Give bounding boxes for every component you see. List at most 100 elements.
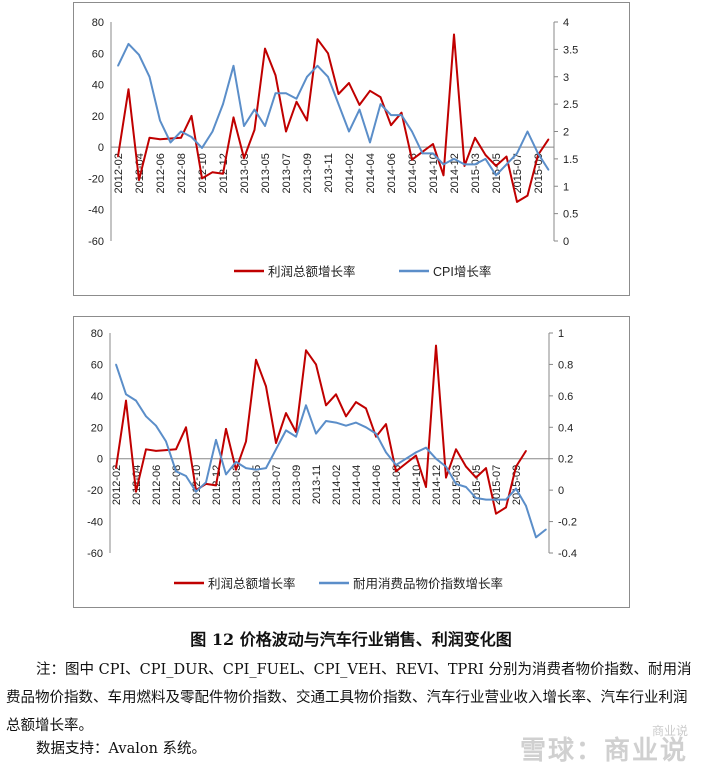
data-point bbox=[405, 462, 407, 465]
data-point bbox=[274, 92, 277, 94]
data-point bbox=[115, 363, 117, 366]
data-point bbox=[125, 393, 127, 396]
data-point bbox=[395, 464, 397, 466]
x-tick-label: 2013-03 bbox=[231, 465, 243, 505]
data-point bbox=[222, 172, 224, 175]
data-point bbox=[225, 473, 227, 476]
data-point bbox=[495, 512, 497, 515]
data-point bbox=[305, 404, 307, 407]
data-point bbox=[411, 158, 413, 161]
data-point bbox=[421, 152, 424, 155]
x-tick-label: 2013-11 bbox=[323, 153, 335, 193]
y2-tick-label: -0.4 bbox=[558, 548, 577, 560]
data-point bbox=[505, 506, 507, 509]
x-tick-label: 2013-11 bbox=[311, 465, 323, 505]
y-tick-label: -60 bbox=[88, 236, 104, 248]
data-point bbox=[442, 174, 445, 177]
data-point bbox=[537, 152, 539, 155]
data-point bbox=[232, 116, 235, 119]
data-point bbox=[265, 467, 267, 469]
y2-tick-label: 0 bbox=[563, 236, 569, 248]
data-point bbox=[465, 465, 467, 468]
data-point bbox=[505, 498, 507, 501]
x-tick-label: 2012-08 bbox=[171, 465, 183, 505]
series-line-blue bbox=[117, 42, 550, 177]
series-line-red bbox=[117, 33, 550, 203]
watermark-small: 商业说 bbox=[651, 724, 688, 738]
x-tick-label: 2012-02 bbox=[113, 153, 125, 193]
data-point bbox=[526, 194, 529, 197]
data-point bbox=[305, 349, 307, 352]
data-point bbox=[265, 385, 267, 388]
y-tick-label: 80 bbox=[91, 328, 103, 340]
data-point bbox=[125, 399, 127, 402]
series-line-red bbox=[115, 344, 527, 515]
x-tick-label: 2014-10 bbox=[428, 153, 440, 193]
data-point bbox=[275, 448, 277, 451]
x-tick-label: 2012-06 bbox=[155, 153, 167, 193]
data-point bbox=[395, 470, 397, 473]
y-tick-label: 60 bbox=[91, 359, 103, 371]
data-point bbox=[485, 498, 487, 501]
data-point bbox=[325, 420, 327, 422]
data-point bbox=[115, 467, 117, 469]
data-point bbox=[135, 490, 137, 493]
data-point bbox=[175, 470, 177, 473]
data-point bbox=[201, 177, 203, 180]
y-tick-label: 40 bbox=[92, 80, 104, 92]
data-point bbox=[505, 155, 508, 158]
y-tick-label: 40 bbox=[91, 391, 103, 403]
data-point bbox=[127, 43, 130, 45]
data-point bbox=[145, 448, 147, 451]
chart-durable-profit: 80 60 40 20 0 -20 -40 -60 1 0.8 0.6 0.4 0.2 0 -0.2 -0.4… bbox=[73, 316, 630, 608]
x-tick-label: 2014-08 bbox=[391, 465, 403, 505]
data-point bbox=[337, 93, 340, 95]
data-point bbox=[515, 465, 517, 468]
data-point bbox=[148, 136, 151, 139]
y-tick-label: 0 bbox=[97, 454, 103, 466]
data-point bbox=[453, 158, 455, 160]
x-tick-label: 2013-05 bbox=[251, 465, 263, 505]
y2-tick-label: 4 bbox=[563, 17, 569, 29]
data-point bbox=[180, 136, 182, 139]
data-point bbox=[475, 497, 477, 499]
data-point bbox=[345, 415, 347, 418]
data-point bbox=[253, 108, 256, 111]
data-point bbox=[295, 435, 297, 438]
data-point bbox=[243, 125, 245, 127]
data-point bbox=[369, 90, 371, 92]
data-point bbox=[175, 448, 177, 451]
y2-tick-label: -0.2 bbox=[558, 517, 577, 529]
y-tick-label: -40 bbox=[87, 517, 103, 529]
data-point bbox=[335, 393, 337, 396]
data-source: 数据支持：Avalon 系统。 bbox=[36, 741, 207, 757]
data-point bbox=[355, 401, 357, 403]
data-point bbox=[425, 486, 427, 488]
data-point bbox=[195, 490, 197, 493]
x-tick-label: 2013-07 bbox=[281, 153, 293, 193]
x-tick-label: 2014-02 bbox=[344, 153, 356, 193]
x-tick-label: 2014-04 bbox=[351, 465, 363, 505]
data-point bbox=[345, 424, 347, 427]
x-tick-label: 2014-12 bbox=[431, 465, 443, 505]
data-point bbox=[415, 454, 417, 457]
data-point bbox=[495, 498, 497, 501]
y-tick-label: -20 bbox=[88, 173, 104, 185]
data-point bbox=[516, 152, 518, 155]
data-point bbox=[285, 429, 287, 432]
data-point bbox=[264, 47, 266, 50]
data-point bbox=[385, 451, 387, 454]
y-tick-label: -60 bbox=[87, 548, 103, 560]
x-tick-label: 2012-08 bbox=[176, 153, 188, 193]
data-point bbox=[243, 157, 245, 159]
data-point bbox=[127, 88, 130, 91]
y2-tick-label: 0.6 bbox=[558, 391, 573, 403]
data-point bbox=[485, 467, 487, 469]
y2-tick-label: 3.5 bbox=[563, 44, 578, 56]
data-point bbox=[135, 399, 137, 402]
series-line-blue bbox=[115, 364, 547, 539]
chart-svg: 80 60 40 20 0 -20 -40 -60 1 0.8 0.6 0.4 0.2 0 -0.2 -0.4… bbox=[87, 328, 577, 591]
data-point bbox=[484, 158, 487, 160]
y-tick-label: -40 bbox=[88, 205, 104, 217]
y2-tick-label: 0.8 bbox=[558, 359, 573, 371]
